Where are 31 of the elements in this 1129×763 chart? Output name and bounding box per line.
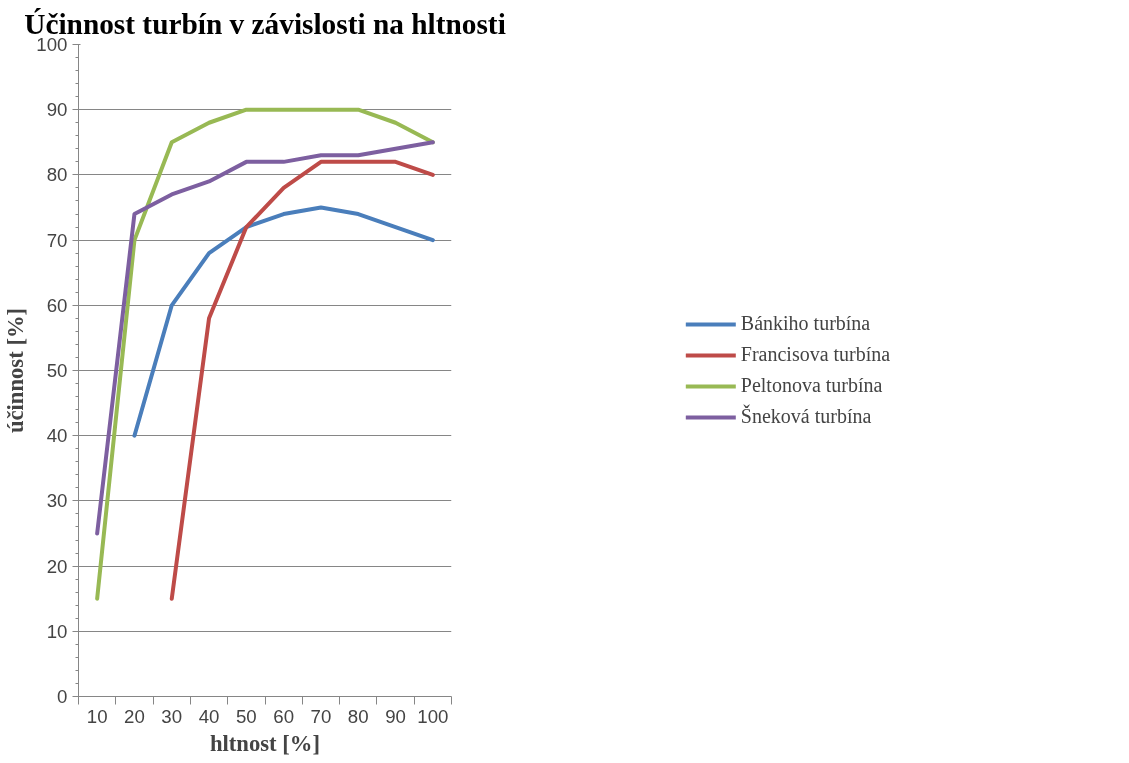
y-axis-title: účinnost [%] xyxy=(3,307,29,434)
y-tick-label: 50 xyxy=(46,360,68,381)
line-series xyxy=(95,107,435,601)
y-tick-label: 10 xyxy=(46,620,68,642)
x-tick-label: 30 xyxy=(161,705,183,727)
y-tick-label: 30 xyxy=(46,490,68,512)
y-tick-label: 70 xyxy=(46,229,68,251)
legend-label: Bánkiho turbína xyxy=(740,312,871,335)
y-tick-label: 80 xyxy=(46,164,68,186)
y-tick-label: 60 xyxy=(46,294,68,316)
legend-label: Francisova turbína xyxy=(740,343,891,366)
legend-label: Peltonova turbína xyxy=(740,374,883,397)
line-series xyxy=(132,205,435,438)
y-tick-label: 0 xyxy=(57,686,68,707)
y-tick-label: 20 xyxy=(46,555,68,577)
x-tick-label: 100 xyxy=(417,705,449,727)
x-tick-label: 40 xyxy=(198,705,220,727)
x-tick-label: 10 xyxy=(86,705,108,727)
x-tick-label: 20 xyxy=(124,705,145,727)
x-tick-label: 50 xyxy=(235,705,257,727)
x-tick-label: 70 xyxy=(310,705,332,727)
legend-label: Šneková turbína xyxy=(740,405,872,428)
y-tick-label: 90 xyxy=(46,99,68,121)
x-axis-title: hltnost [%] xyxy=(209,730,321,756)
x-tick-label: 80 xyxy=(347,705,369,727)
x-tick-label: 60 xyxy=(273,705,295,727)
line-series xyxy=(95,140,435,536)
line-series xyxy=(169,159,435,601)
y-tick-label: 40 xyxy=(46,425,68,447)
x-tick-label: 90 xyxy=(385,705,406,727)
y-tick-label: 100 xyxy=(36,34,68,55)
